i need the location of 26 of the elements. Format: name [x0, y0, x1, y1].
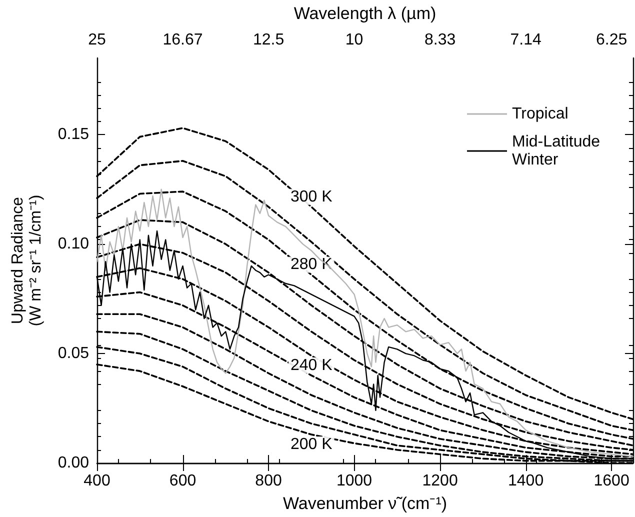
- x-tick-label: 1400: [508, 472, 544, 490]
- y-tick-label: 0.15: [58, 126, 90, 144]
- text: 12.5: [252, 32, 284, 48]
- y-tick-label: 0.05: [58, 345, 90, 362]
- x-tick-label: 800: [255, 472, 282, 490]
- x-axis-title: Wavenumber ν̃ (cm⁻¹): [282, 494, 448, 513]
- y-tick-label: 0.00: [58, 454, 90, 472]
- text: 8.33: [424, 32, 456, 48]
- text: 6.25: [596, 32, 628, 48]
- x-tick-label: 1000: [336, 472, 372, 490]
- series-label: 200 K: [290, 436, 333, 454]
- x-tick-label: 600: [169, 472, 196, 490]
- text: 16.67: [162, 32, 203, 48]
- legend-label: Mid-Latitude Winter: [512, 134, 604, 168]
- x2-axis-title: Wavelength λ (µm): [294, 4, 436, 23]
- x-tick-label: 1600: [594, 472, 630, 490]
- series-label: 240 K: [290, 356, 333, 374]
- y-tick-label: 0.10: [58, 236, 90, 253]
- text: 7.14: [510, 32, 542, 48]
- x-tick-label: 400: [84, 472, 110, 490]
- text: 10: [345, 32, 364, 48]
- legend-label: Tropical: [512, 106, 568, 122]
- y-axis-title: Upward Radiance (W m⁻² sr⁻¹ 1/cm⁻¹): [10, 194, 44, 326]
- series-label: 300 K: [290, 188, 333, 206]
- text: 25: [88, 32, 106, 48]
- x-tick-label: 1200: [422, 472, 458, 490]
